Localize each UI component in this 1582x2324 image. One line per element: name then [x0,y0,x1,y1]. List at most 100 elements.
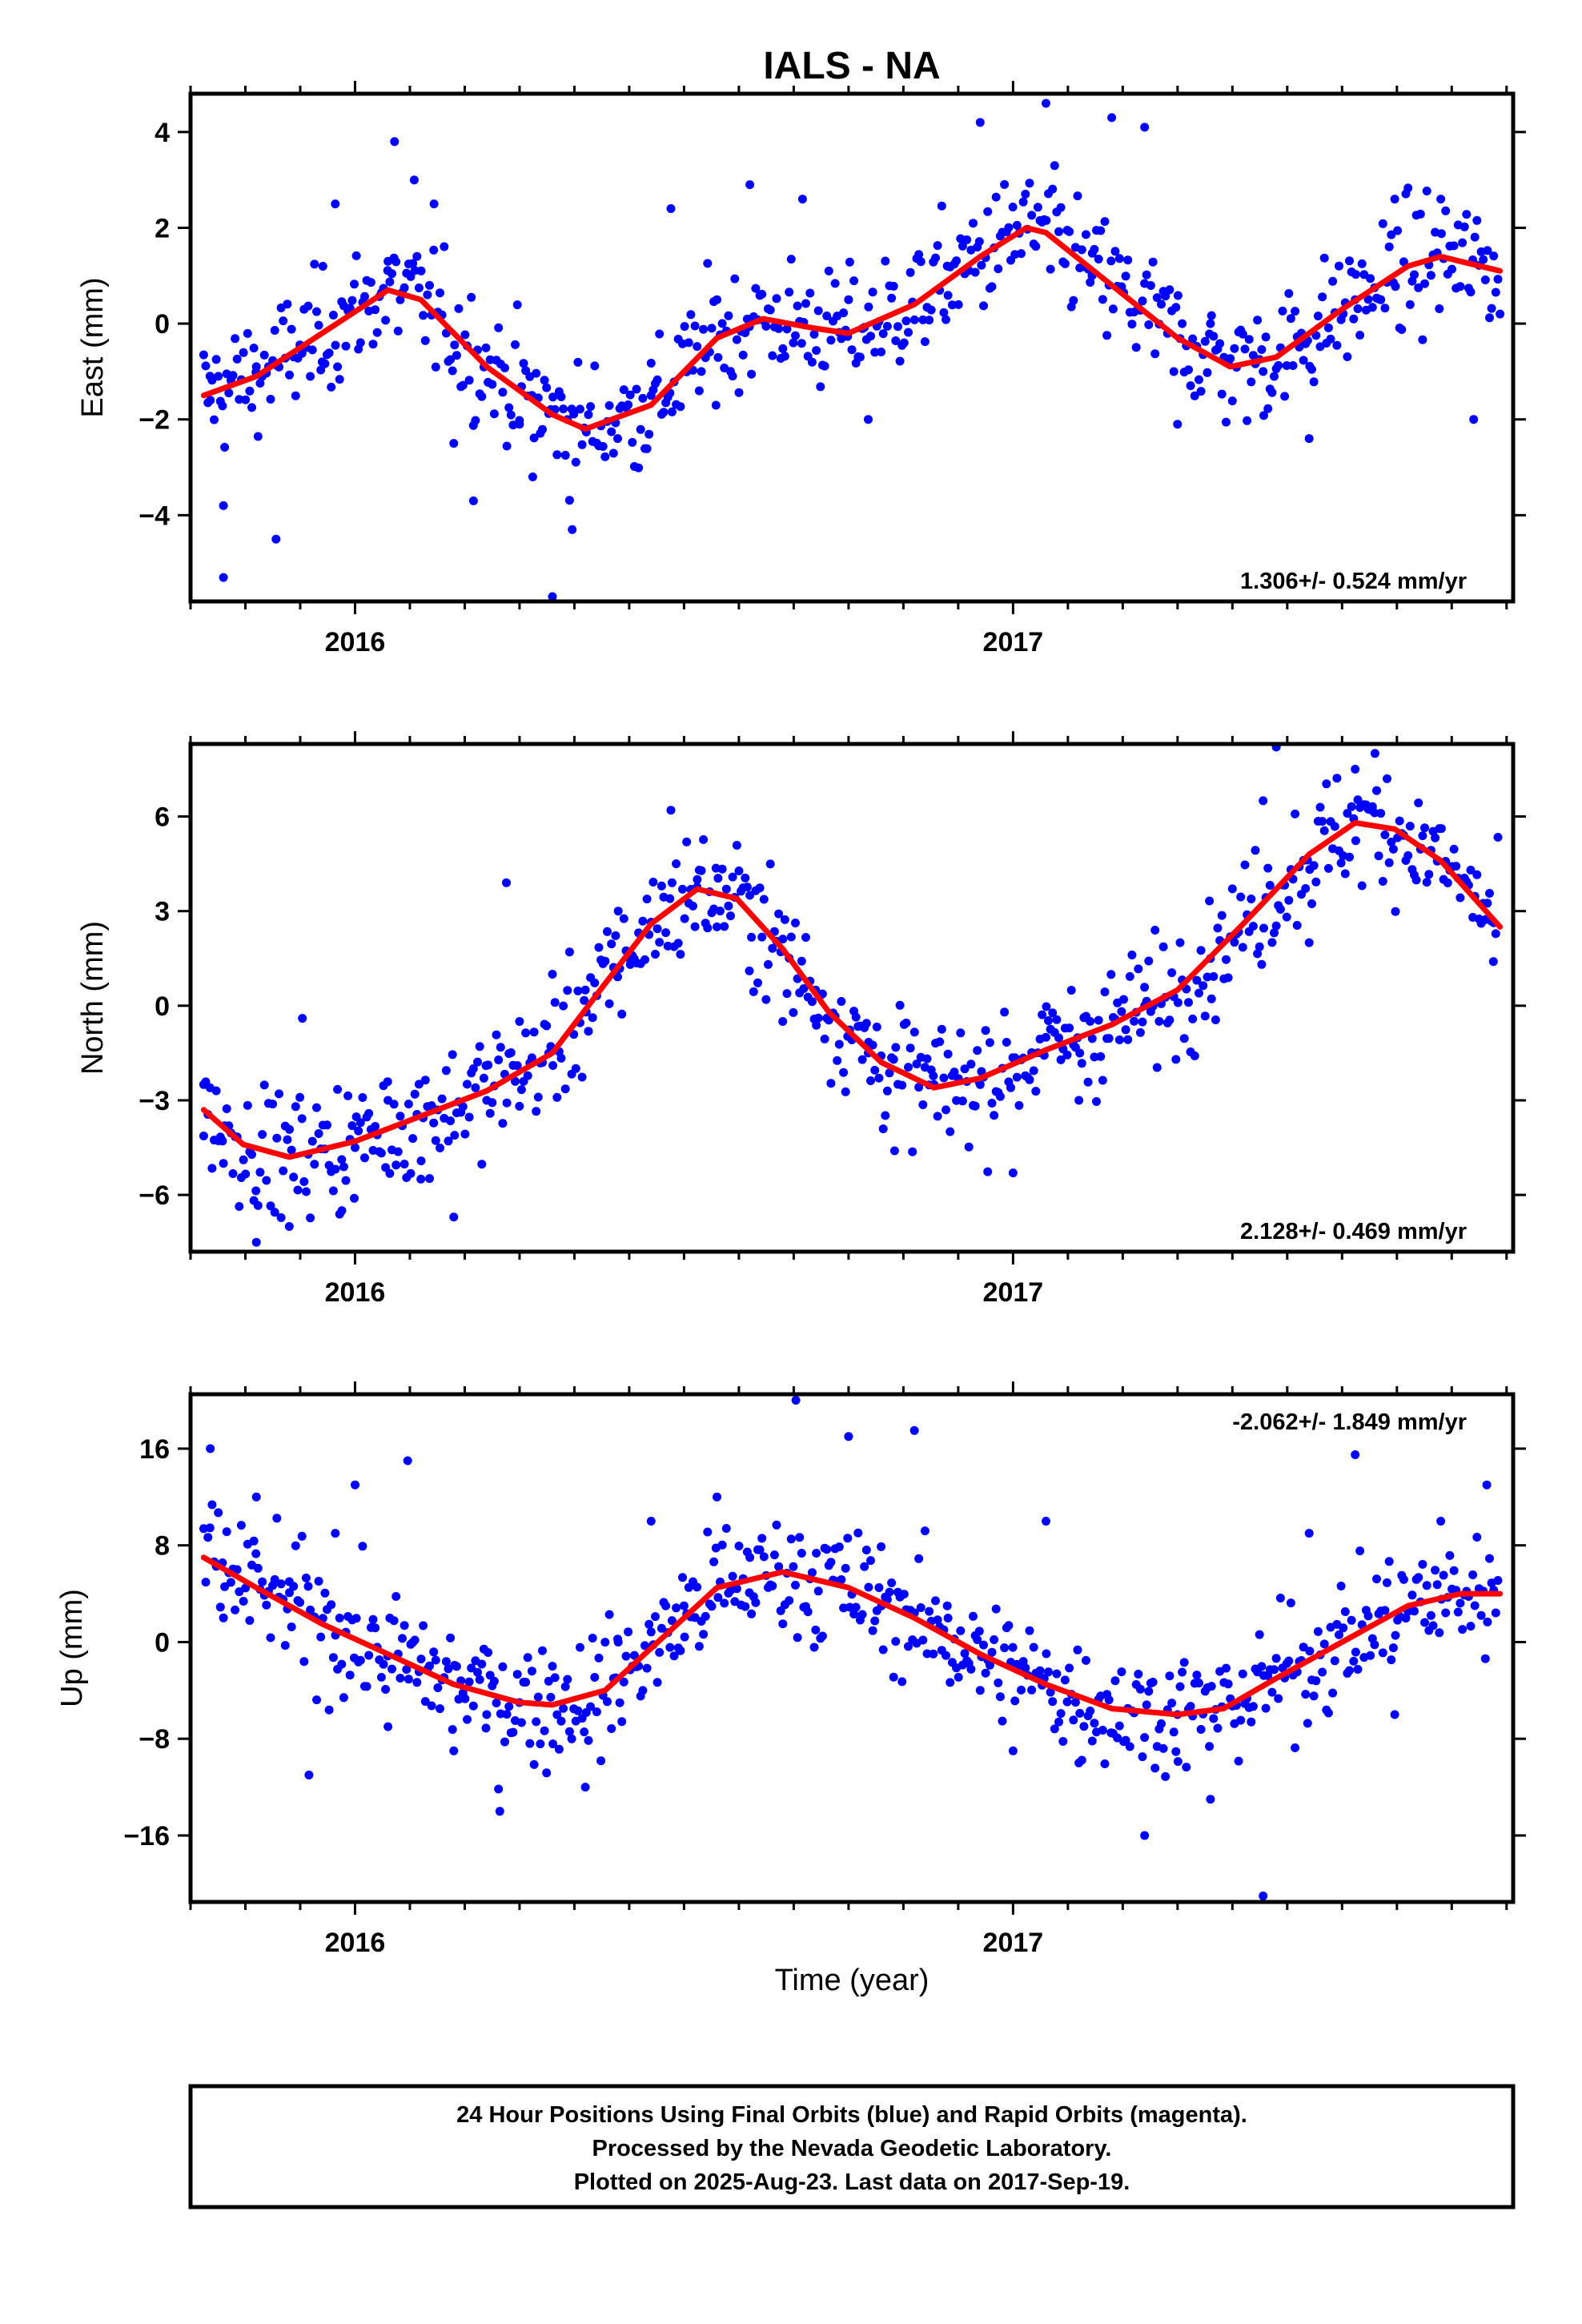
data-point [1472,1533,1482,1542]
fit-curve-up [200,1554,1504,1718]
data-point [728,1571,737,1581]
data-point [502,441,512,451]
data-point [914,250,924,259]
data-point [621,1651,631,1661]
data-point [279,316,288,326]
data-point [337,1206,347,1216]
data-point [1351,1647,1360,1657]
data-point [958,1096,967,1106]
data-point [1424,870,1434,879]
data-point [1150,1763,1160,1773]
data-point [1387,838,1396,846]
data-point [1468,1570,1478,1579]
data-point [1309,377,1319,387]
data-point [1117,1007,1126,1016]
data-point [550,1673,560,1683]
data-point [1119,995,1128,1004]
data-point [849,1610,859,1618]
data-point [519,359,528,368]
data-point [249,1536,259,1546]
data-point [516,1085,526,1095]
data-point [1323,1708,1333,1718]
data-point [885,1068,894,1078]
data-point [416,266,426,275]
data-point [897,1677,907,1687]
data-point [933,1615,942,1625]
data-point [358,1542,367,1551]
data-point [721,884,731,894]
data-point [931,253,940,263]
data-point [484,1648,493,1657]
data-point [354,1126,363,1136]
data-point [937,201,946,211]
data-point [270,326,279,335]
data-point [1301,1690,1311,1699]
data-point [624,400,633,409]
data-point [757,1534,767,1543]
data-point [1270,372,1279,381]
data-point [1121,1735,1130,1745]
data-point [1017,1685,1026,1695]
data-point [1439,1570,1448,1580]
data-point [807,357,817,367]
data-point [791,1396,801,1405]
data-point [755,1545,765,1554]
data-point [235,1587,244,1597]
data-point [799,984,809,993]
data-point [793,301,802,311]
data-point [312,307,321,316]
data-point [400,1621,409,1630]
data-point [1130,1016,1139,1026]
data-point [603,927,612,936]
data-point [1309,1691,1319,1701]
data-point [745,1553,755,1562]
data-point [1384,858,1394,867]
data-point [441,1066,451,1076]
data-point [761,321,771,331]
data-point [1008,1642,1018,1652]
data-point [552,450,562,460]
data-point [1383,774,1391,783]
data-point [528,472,537,481]
data-point [1217,389,1227,399]
data-point [596,1756,606,1766]
data-point [816,382,825,392]
data-point [586,402,596,412]
data-point [1060,1675,1070,1685]
data-point [440,242,449,251]
data-point [1483,246,1492,255]
data-point [636,424,645,434]
data-point [747,932,757,942]
data-point [335,1614,344,1622]
data-point [1142,270,1151,279]
data-point [351,1480,359,1490]
data-point [809,329,819,339]
data-point [1248,1702,1258,1711]
data-point [498,388,508,397]
data-point [1138,1752,1147,1762]
data-point [786,1534,796,1544]
data-point [323,1120,331,1130]
data-point [874,1583,884,1592]
data-point [515,1101,524,1111]
data-point [584,1027,593,1036]
data-point [925,1606,934,1616]
data-point [516,1718,526,1727]
data-point [1234,1756,1243,1766]
data-point [220,443,230,452]
data-point [464,1677,474,1687]
data-point [1309,861,1319,870]
data-point [249,344,259,353]
data-point [1069,1715,1078,1725]
data-point [699,1630,709,1639]
data-point [270,1208,279,1217]
data-point [529,1027,539,1037]
data-point [1179,1034,1189,1043]
data-point [1238,943,1247,952]
data-point [759,1552,769,1562]
data-point [532,1107,541,1116]
data-point [1195,1679,1203,1688]
data-point [1353,795,1363,805]
data-point [820,361,829,371]
data-point [314,1577,323,1586]
